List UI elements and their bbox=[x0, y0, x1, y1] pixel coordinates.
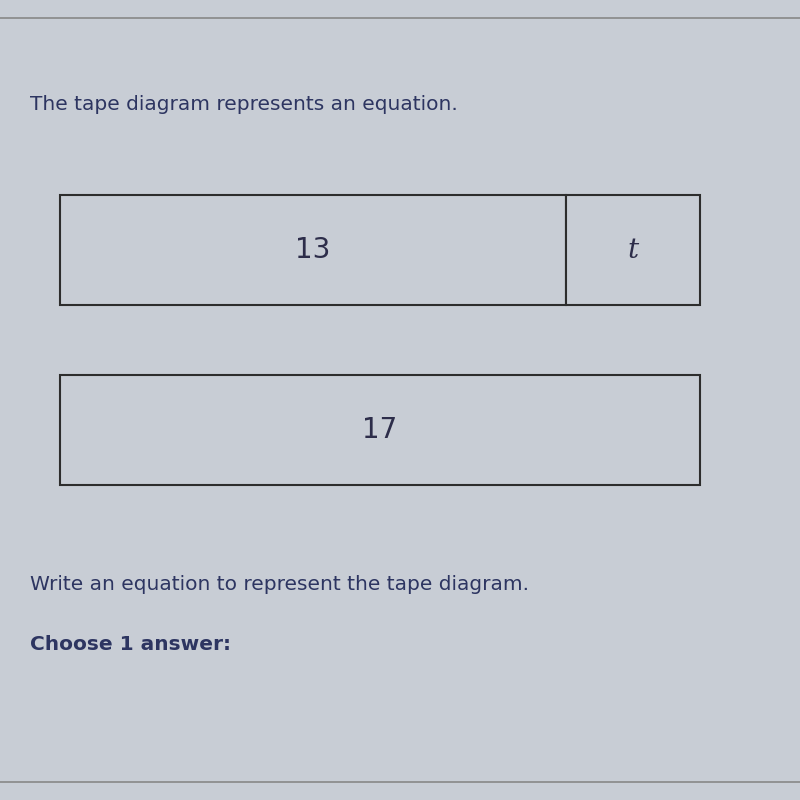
Bar bbox=[60, 375, 700, 485]
Text: t: t bbox=[627, 237, 638, 263]
Text: 13: 13 bbox=[295, 236, 330, 264]
Bar bbox=[566, 195, 700, 305]
Bar bbox=[60, 195, 566, 305]
Text: 17: 17 bbox=[362, 416, 398, 444]
Text: The tape diagram represents an equation.: The tape diagram represents an equation. bbox=[30, 95, 458, 114]
Text: Choose 1 answer:: Choose 1 answer: bbox=[30, 635, 231, 654]
Text: Write an equation to represent the tape diagram.: Write an equation to represent the tape … bbox=[30, 575, 529, 594]
